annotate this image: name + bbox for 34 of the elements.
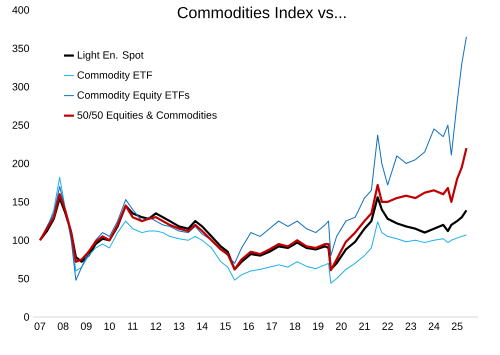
x-tick-label: 09 [80, 322, 92, 330]
chart-title: Commodities Index vs... [178, 6, 346, 18]
x-tick-label: 23 [406, 322, 416, 330]
x-tick-label: 22 [382, 322, 393, 330]
y-tick-label: 200 [12, 160, 30, 168]
y-tick-label: 150 [12, 198, 30, 206]
x-tick-label: 19 [313, 322, 324, 330]
y-tick-label: 350 [12, 44, 30, 52]
x-tick-label: 15 [220, 322, 231, 330]
x-tick-label: 07 [34, 322, 46, 330]
y-tick-label: 250 [12, 121, 30, 129]
legend-label: Commodity Equity ETFs [78, 91, 190, 101]
x-tick-label: 24 [428, 322, 440, 330]
y-tick-label: 0 [24, 313, 30, 321]
x-tick-label: 12 [150, 322, 162, 330]
legend-label: Commodity ETF [78, 71, 152, 81]
x-tick-label: 10 [104, 322, 115, 330]
x-tick-label: 08 [58, 322, 68, 330]
legend-label: 50/50 Equities & Commodities [77, 111, 217, 121]
x-tick-label: 17 [266, 322, 278, 330]
y-tick-label: 50 [18, 274, 30, 282]
y-tick-label: 400 [12, 6, 30, 14]
legend-label: Light En. Spot [78, 51, 144, 61]
x-tick-label: 13 [174, 322, 184, 330]
y-tick-label: 300 [12, 83, 30, 90]
x-tick-label: 18 [290, 322, 300, 330]
x-tick-label: 16 [244, 322, 254, 330]
x-tick-label: 11 [128, 322, 138, 330]
x-tick-label: 21 [359, 322, 370, 330]
y-tick-label: 100 [12, 236, 30, 244]
x-tick-label: 20 [336, 322, 347, 330]
line-series [38, 196, 468, 271]
x-tick-label: 14 [197, 322, 208, 330]
x-tick-label: 25 [452, 322, 463, 330]
